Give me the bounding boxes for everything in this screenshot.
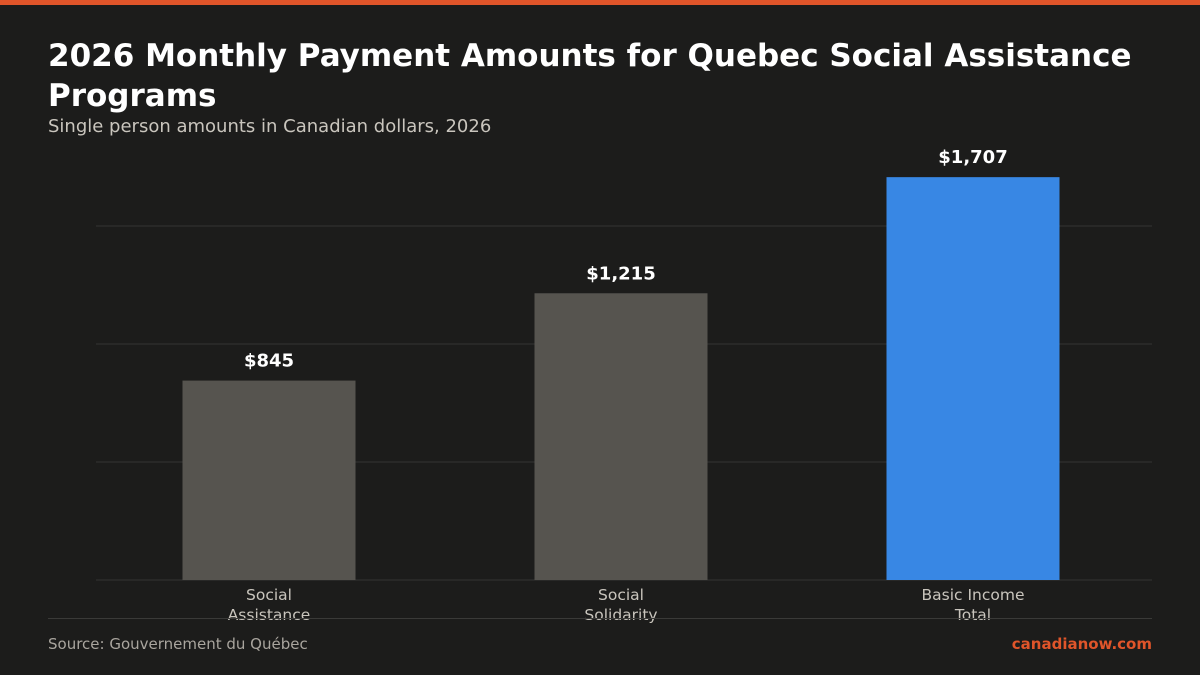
accent-top-bar bbox=[0, 0, 1200, 5]
x-tick-label-line: Basic Income bbox=[922, 586, 1025, 604]
x-tick-label: Social Assistance bbox=[228, 586, 311, 624]
footer-divider bbox=[48, 618, 1152, 619]
x-tick-label-line: Social bbox=[246, 586, 292, 604]
bar bbox=[534, 293, 708, 580]
x-tick-label: Basic Income Total bbox=[922, 586, 1025, 624]
source-note: Source: Gouvernement du Québec bbox=[48, 635, 308, 653]
bar bbox=[182, 380, 356, 580]
x-tick-label-line: Social bbox=[598, 586, 644, 604]
x-tick-label-line: Assistance bbox=[228, 606, 311, 624]
bar bbox=[886, 177, 1060, 580]
x-tick-label-line: Solidarity bbox=[584, 606, 657, 624]
bar-value-label: $845 bbox=[244, 351, 294, 372]
brand-link[interactable]: canadianow.com bbox=[1011, 635, 1152, 653]
chart-subtitle: Single person amounts in Canadian dollar… bbox=[48, 116, 492, 137]
x-tick-label: Social Solidarity bbox=[584, 586, 657, 624]
bar-value-label: $1,215 bbox=[586, 263, 655, 284]
bar-value-label: $1,707 bbox=[938, 147, 1007, 168]
chart-title: 2026 Monthly Payment Amounts for Quebec … bbox=[48, 38, 1132, 114]
x-tick-label-line: Total bbox=[954, 606, 991, 624]
